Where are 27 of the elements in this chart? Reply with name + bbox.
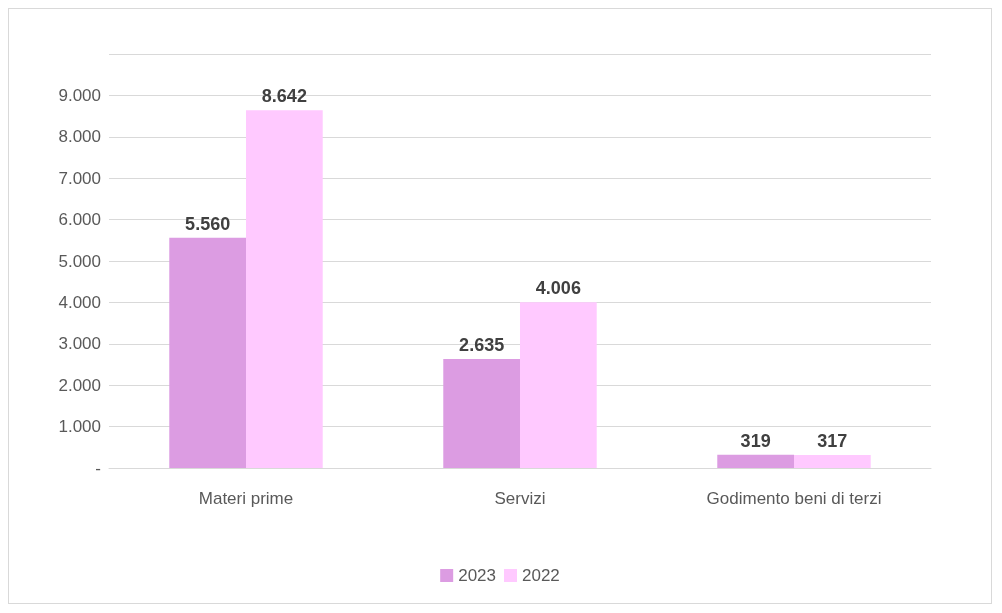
y-tick-label: 1.000 <box>58 417 101 437</box>
x-tick-label: Godimento beni di terzi <box>706 488 882 508</box>
y-tick-label: 8.000 <box>58 127 101 147</box>
data-label: 2.635 <box>459 334 505 355</box>
y-tick-label: - <box>95 458 101 478</box>
legend-label: 2022 <box>522 566 560 585</box>
y-tick-label: 6.000 <box>58 210 101 230</box>
data-label: 5.560 <box>185 213 231 234</box>
legend-label: 2023 <box>458 566 497 585</box>
y-tick-label: 5.000 <box>58 251 101 271</box>
data-label: 8.642 <box>261 86 307 107</box>
bar <box>443 358 520 468</box>
data-label: 4.006 <box>535 278 581 299</box>
y-tick-label: 7.000 <box>58 168 101 188</box>
bar <box>520 302 597 468</box>
y-tick-label: 3.000 <box>58 334 101 354</box>
data-label: 319 <box>740 430 771 451</box>
bar <box>246 110 323 468</box>
x-tick-label: Materi prime <box>198 488 294 508</box>
y-tick-label: 9.000 <box>58 85 101 105</box>
bar <box>717 454 794 468</box>
y-tick-label: 2.000 <box>58 375 101 395</box>
x-tick-label: Servizi <box>494 488 546 508</box>
bar <box>794 454 871 468</box>
data-label: 317 <box>817 430 848 451</box>
y-tick-label: 4.000 <box>58 292 101 312</box>
bar <box>169 237 246 468</box>
